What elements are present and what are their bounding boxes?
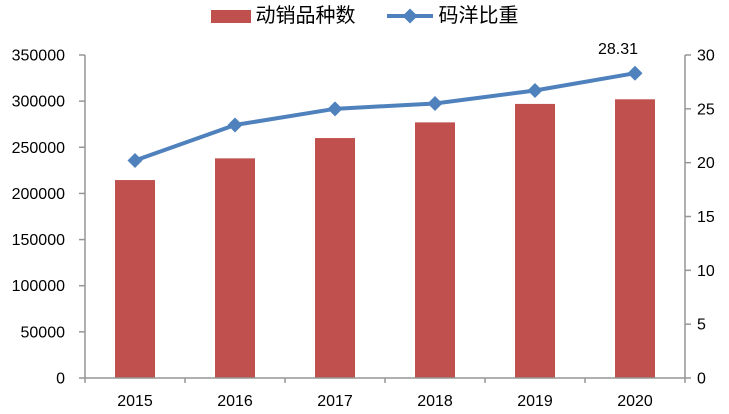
- left-axis-tick-label: 350000: [12, 48, 65, 65]
- x-axis-label-2020: 2020: [617, 393, 653, 410]
- bar-2020: [615, 99, 655, 378]
- right-axis-tick-label: 10: [697, 263, 715, 280]
- legend-label-line-series: 码洋比重: [438, 5, 519, 27]
- right-axis-tick-label: 0: [697, 371, 706, 388]
- left-axis-tick-label: 50000: [21, 324, 66, 341]
- x-axis-label-2015: 2015: [117, 393, 153, 410]
- bar-swatch-icon: [210, 9, 251, 23]
- x-axis-label-2019: 2019: [517, 393, 553, 410]
- bar-2018: [415, 122, 455, 379]
- bar-2017: [315, 138, 355, 378]
- left-axis-tick-label: 200000: [12, 186, 65, 203]
- diamond-marker-2018: [427, 95, 443, 111]
- diamond-marker-2020: [627, 65, 643, 81]
- x-axis-label-2017: 2017: [317, 393, 353, 410]
- legend-item-line-series: 码洋比重: [386, 6, 519, 26]
- legend: 动销品种数 码洋比重: [0, 2, 729, 30]
- left-axis-tick-label: 100000: [12, 278, 65, 295]
- right-axis-tick-label: 5: [697, 317, 706, 334]
- bar-2015: [115, 180, 155, 378]
- left-axis-tick-label: 150000: [12, 232, 65, 249]
- left-axis-tick-label: 300000: [12, 94, 65, 111]
- right-axis-tick-label: 30: [697, 48, 715, 65]
- x-axis-label-2016: 2016: [217, 393, 253, 410]
- right-axis-tick-label: 15: [697, 209, 715, 226]
- legend-diamond-glyph: [402, 8, 417, 24]
- diamond-marker-2015: [127, 153, 143, 169]
- diamond-marker-2019: [527, 83, 543, 99]
- right-axis-tick-label: 25: [697, 101, 715, 118]
- diamond-marker-2016: [227, 117, 243, 133]
- bar-2016: [215, 158, 255, 378]
- diamond-marker-2017: [327, 101, 343, 117]
- legend-item-bar-series: 动销品种数: [210, 5, 356, 27]
- line-series-path: [134, 71, 636, 163]
- right-axis-tick-label: 20: [697, 155, 715, 172]
- x-axis-label-2018: 2018: [417, 393, 453, 410]
- left-axis-tick-label: 0: [56, 371, 65, 388]
- bar-2019: [515, 103, 555, 378]
- line-diamond-swatch-icon: [386, 8, 433, 24]
- left-axis-tick-label: 250000: [12, 140, 65, 157]
- legend-label-bar-series: 动销品种数: [255, 5, 356, 27]
- last-point-data-label: 28.31: [598, 41, 638, 58]
